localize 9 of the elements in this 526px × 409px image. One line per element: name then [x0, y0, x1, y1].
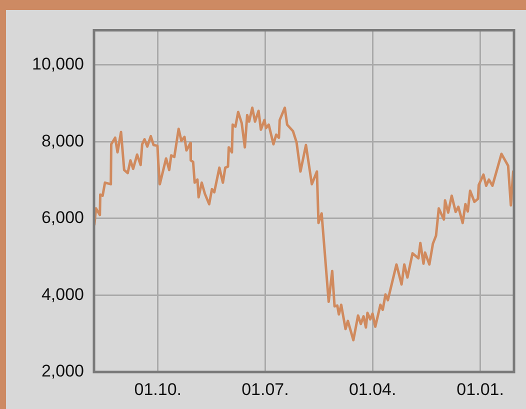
x-tick-label: 01.10.: [134, 380, 182, 399]
x-tick-label: 01.07.: [242, 380, 289, 399]
x-tick-label: 01.01.: [456, 380, 504, 399]
y-tick-label: 6,000: [41, 208, 84, 228]
y-tick-label: 2,000: [41, 362, 84, 381]
y-tick-label: 8,000: [41, 131, 84, 150]
y-tick-label: 10,000: [32, 54, 84, 74]
y-tick-label: 4,000: [41, 284, 84, 304]
x-tick-label: 01.04.: [348, 380, 396, 399]
